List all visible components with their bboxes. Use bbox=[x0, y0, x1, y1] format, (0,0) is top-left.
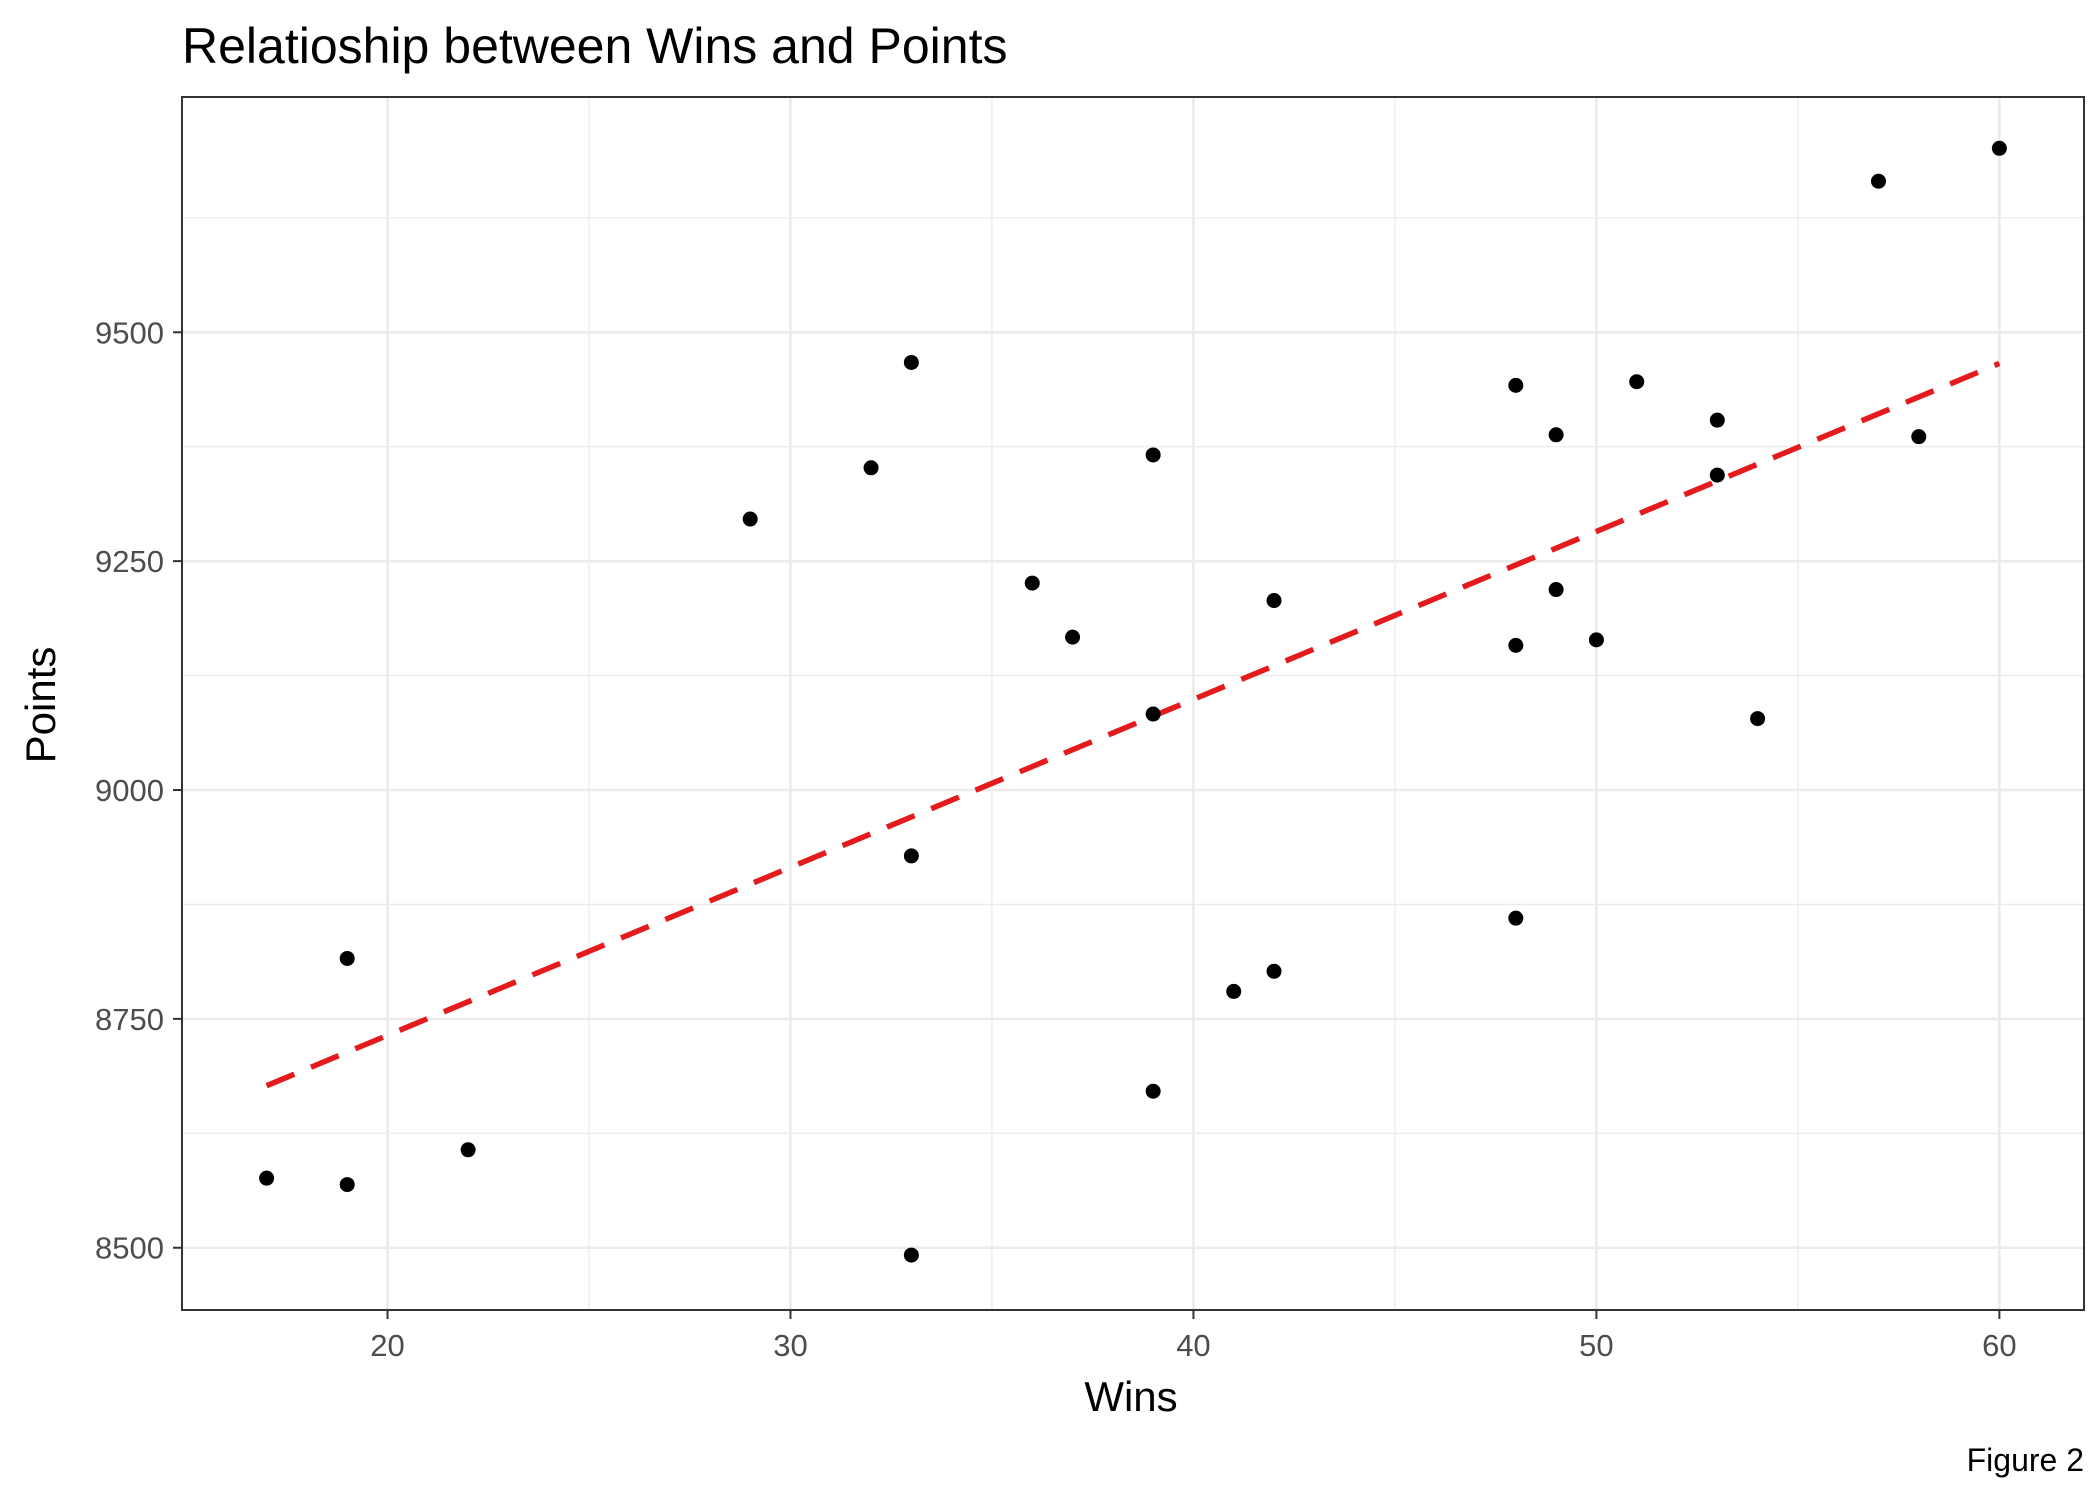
data-point bbox=[1750, 711, 1766, 727]
data-point bbox=[1508, 637, 1524, 653]
y-tick-label: 9500 bbox=[95, 315, 164, 350]
y-tick-label: 9250 bbox=[95, 544, 164, 579]
data-point bbox=[742, 511, 758, 527]
data-point bbox=[1508, 910, 1524, 926]
data-point bbox=[903, 354, 919, 370]
data-point bbox=[903, 848, 919, 864]
data-point bbox=[1991, 140, 2007, 156]
data-point bbox=[1870, 173, 1886, 189]
figure-caption: Figure 2 bbox=[1967, 1442, 2084, 1478]
panel-border bbox=[181, 96, 2085, 1311]
data-point bbox=[1508, 377, 1524, 393]
y-tick-label: 8750 bbox=[95, 1002, 164, 1037]
data-point bbox=[903, 1247, 919, 1263]
data-point bbox=[1588, 632, 1604, 648]
y-tick-label: 8500 bbox=[95, 1231, 164, 1266]
data-point bbox=[1911, 429, 1927, 445]
y-axis-ticks: 8500 8750 9000 9250 9500 bbox=[95, 315, 182, 1266]
data-point bbox=[460, 1142, 476, 1158]
data-point bbox=[1145, 706, 1161, 722]
x-tick-label: 20 bbox=[370, 1328, 404, 1363]
x-tick-label: 30 bbox=[773, 1328, 807, 1363]
data-point bbox=[863, 460, 879, 476]
data-points bbox=[259, 140, 2007, 1263]
data-point bbox=[1266, 963, 1282, 979]
data-point bbox=[339, 1177, 355, 1193]
chart-title: Relatioship between Wins and Points bbox=[182, 18, 1007, 74]
data-point bbox=[1145, 1083, 1161, 1099]
y-tick-label: 9000 bbox=[95, 773, 164, 808]
x-tick-label: 50 bbox=[1579, 1328, 1613, 1363]
data-point bbox=[1024, 575, 1040, 591]
grid-lines bbox=[182, 97, 2084, 1310]
data-point bbox=[1548, 582, 1564, 598]
x-axis-label: Wins bbox=[1084, 1373, 1177, 1420]
data-point bbox=[1145, 447, 1161, 463]
x-axis-ticks: 20 30 40 50 60 bbox=[370, 1310, 2017, 1363]
data-point bbox=[1226, 983, 1242, 999]
y-axis-label: Points bbox=[17, 647, 64, 764]
x-tick-label: 60 bbox=[1982, 1328, 2016, 1363]
data-point bbox=[339, 950, 355, 966]
trend-line-group bbox=[265, 360, 2001, 1089]
data-point bbox=[259, 1170, 275, 1186]
data-point bbox=[1548, 427, 1564, 443]
data-point bbox=[1709, 412, 1725, 428]
x-tick-label: 40 bbox=[1176, 1328, 1210, 1363]
data-point bbox=[1065, 629, 1081, 645]
data-point bbox=[1629, 374, 1645, 390]
trend-line bbox=[265, 360, 2001, 1089]
data-point bbox=[1709, 467, 1725, 483]
data-point bbox=[1266, 593, 1282, 609]
